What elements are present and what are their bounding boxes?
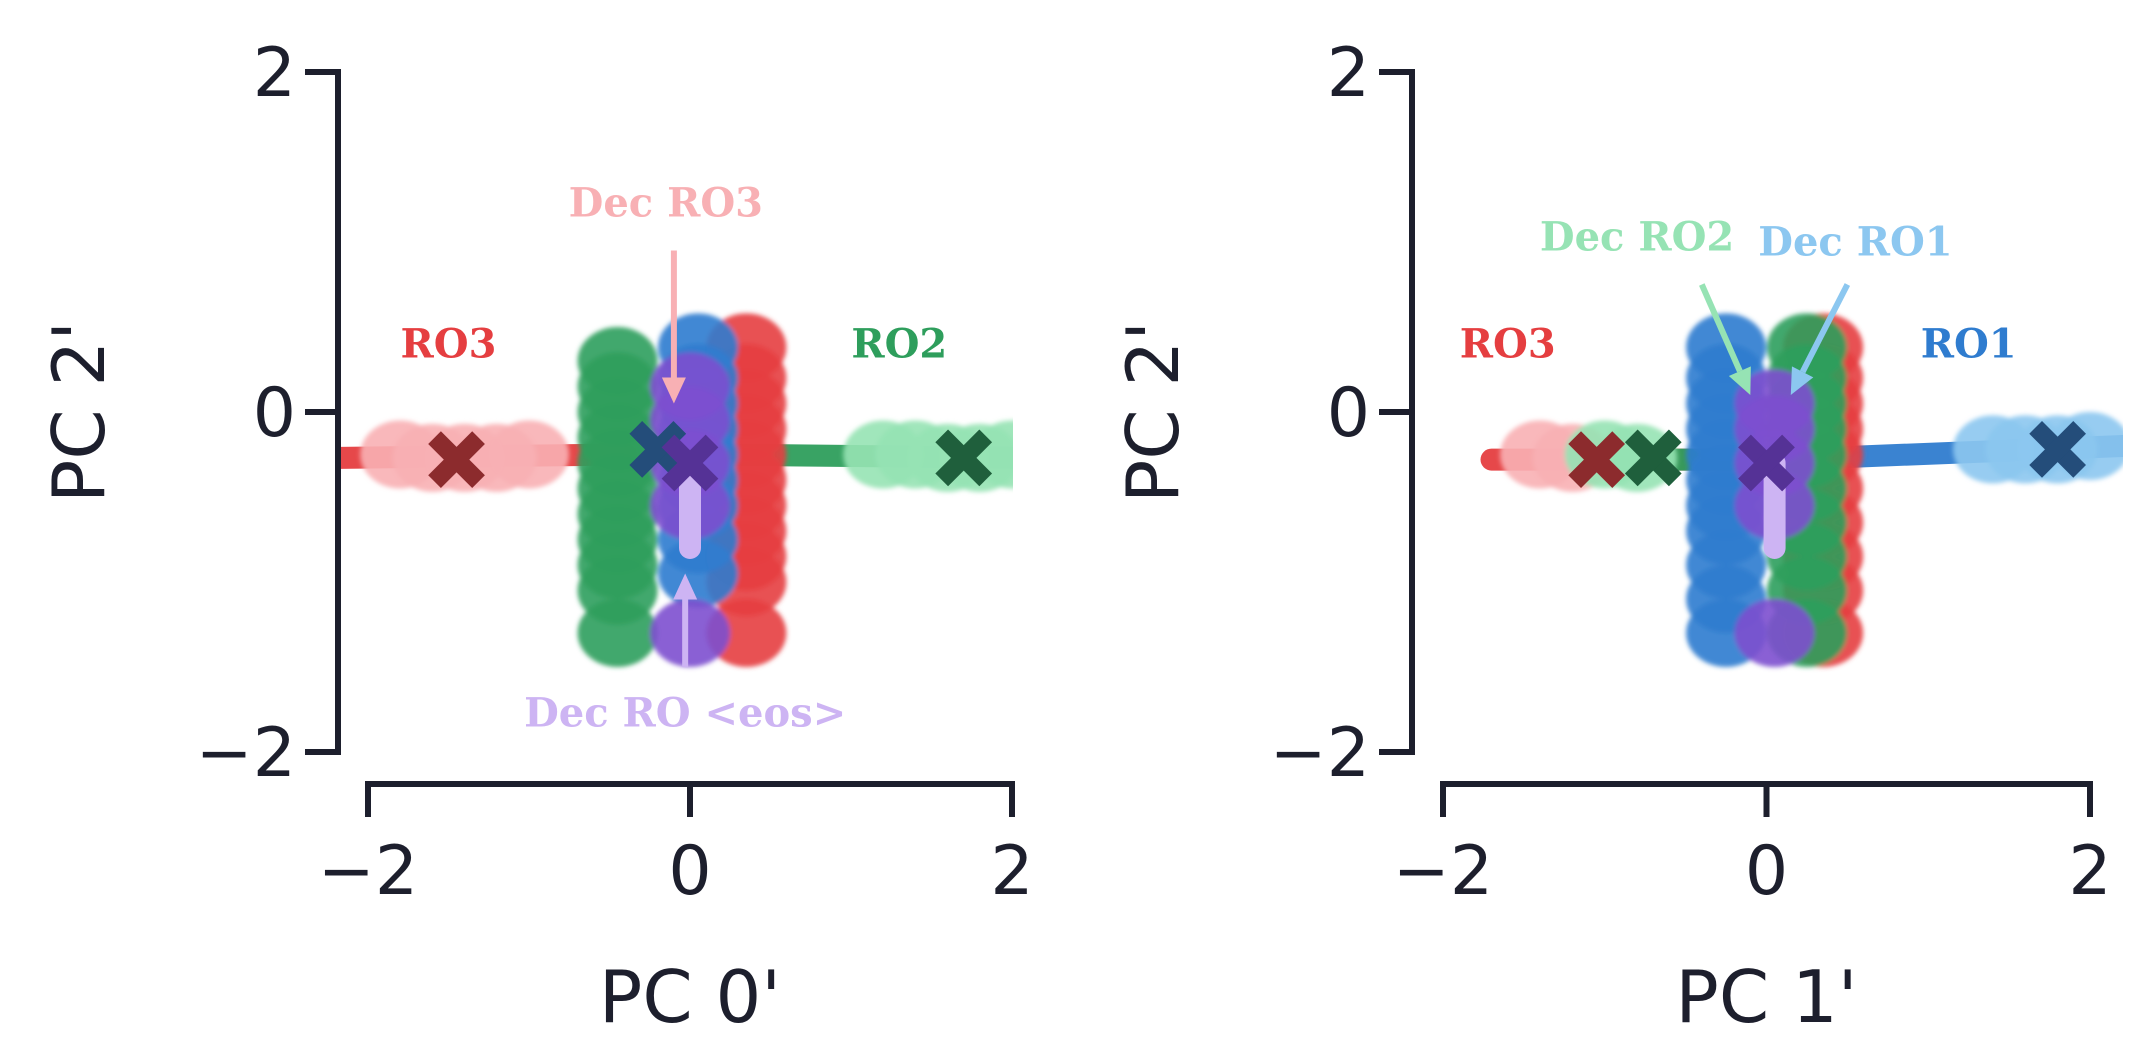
- left-x-tick-label: 0: [668, 832, 711, 911]
- right-x-axis-title: PC 1': [1675, 955, 1857, 1039]
- left-mean-marker-mean_RO1: [629, 421, 687, 478]
- left-axes: −2 0 2 −2 0 2 PC 0' PC 2': [37, 34, 1034, 1039]
- right-annotation-label: Dec RO1: [1758, 219, 1952, 266]
- right-annotation-arrowhead: [1790, 366, 1814, 395]
- right-mean-marker-mean_eos: [1738, 434, 1795, 492]
- right-annotation-label: Dec RO2: [1540, 214, 1734, 261]
- left-y-ticks: −2 0 2: [196, 34, 341, 793]
- left-panel: RO3 RO2 Dec RO3 Dec RO <eos> −2 0 2 −2 0 2 PC 0…: [37, 34, 1034, 1039]
- left-y-tick-label: −2: [196, 714, 296, 793]
- left-annotation-label: Dec RO3: [569, 180, 763, 227]
- left-y-axis-title: PC 2': [37, 321, 121, 503]
- right-annotation-arrowhead: [1728, 366, 1751, 395]
- left-annotation-arrowhead: [673, 573, 698, 600]
- right-mean-marker-mean_RO3: [1568, 431, 1626, 488]
- left-annotation-label: RO3: [401, 321, 497, 368]
- right-mean-markers: [1568, 421, 2087, 492]
- right-annotation-label: RO1: [1921, 321, 2017, 368]
- right-annotation-arrow: [1799, 283, 1851, 374]
- right-y-axis-title: PC 2': [1111, 321, 1195, 503]
- left-mean-marker-mean_eos: [661, 434, 719, 492]
- left-point-eos: [650, 599, 730, 667]
- left-y-tick-label: 0: [253, 374, 296, 453]
- left-mean-marker-mean_RO2: [935, 429, 993, 487]
- left-y-tick-label: 2: [253, 34, 296, 113]
- right-x-ticks: −2 0 2: [1393, 781, 2112, 911]
- right-y-tick-label: 0: [1327, 374, 1370, 453]
- right-x-tick-label: 2: [2068, 832, 2111, 911]
- right-annotations: RO3 RO1 Dec RO2 Dec RO1: [1460, 214, 2017, 395]
- left-x-tick-label: 2: [990, 832, 1033, 911]
- right-mean-marker-mean_RO1: [2029, 421, 2087, 478]
- right-x-tick-label: 0: [1745, 832, 1788, 911]
- left-x-axis-title: PC 0': [599, 955, 781, 1039]
- left-annotation-label: RO2: [851, 321, 947, 368]
- left-mean-marker-mean_RO3: [428, 431, 485, 488]
- right-annotation-label: RO3: [1460, 321, 1556, 368]
- right-point-eos: [1734, 599, 1815, 667]
- left-mean-markers: [428, 421, 993, 492]
- right-y-tick-label: −2: [1270, 714, 1370, 793]
- right-mean-marker-mean_RO2: [1624, 429, 1682, 487]
- right-y-ticks: −2 0 2: [1270, 34, 1415, 793]
- right-point-clouds: [1500, 313, 2123, 667]
- left-annotation-label: Dec RO <eos>: [524, 690, 846, 737]
- right-x-tick-label: −2: [1393, 832, 1493, 911]
- right-annotation-arrow: [1699, 283, 1743, 373]
- right-axes: −2 0 2 −2 0 2 PC 1' PC 2': [1111, 34, 2112, 1039]
- left-annotation-arrowhead: [661, 377, 686, 404]
- left-point-RO2: [577, 599, 658, 667]
- left-x-tick-label: −2: [318, 832, 418, 911]
- right-y-tick-label: 2: [1327, 34, 1370, 113]
- left-point-RO3: [706, 599, 787, 667]
- right-panel: RO3 RO1 Dec RO2 Dec RO1 −2 0 2 −2 0 2 PC 1' PC …: [1111, 34, 2123, 1039]
- left-annotations: RO3 RO2 Dec RO3 Dec RO <eos>: [401, 180, 948, 737]
- left-point-RO3_light: [489, 420, 569, 489]
- left-x-ticks: −2 0 2: [318, 781, 1034, 911]
